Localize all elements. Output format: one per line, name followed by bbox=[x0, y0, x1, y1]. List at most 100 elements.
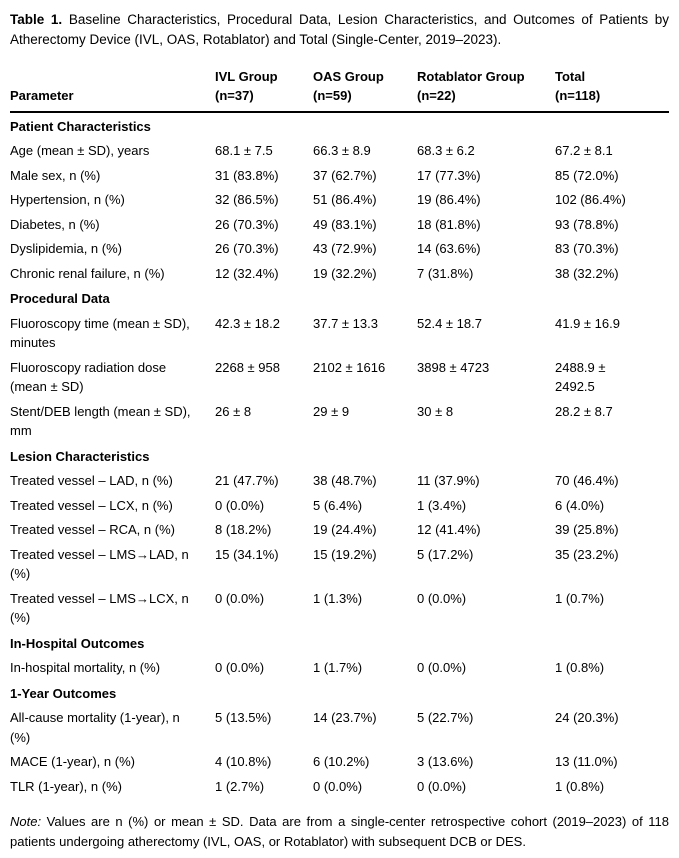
value-cell: 26 (70.3%) bbox=[215, 241, 279, 257]
value-cell: 0 (0.0%) bbox=[215, 590, 265, 606]
value-cell: 0 (0.0%) bbox=[417, 660, 467, 676]
value-cell: 1 (1.7%) bbox=[313, 660, 363, 676]
param-cell: Age (mean ± SD), years bbox=[10, 143, 150, 159]
column-header-ivl: IVL Group (n=37) bbox=[215, 61, 313, 113]
param-cell: Treated vessel – LAD, n (%) bbox=[10, 473, 173, 489]
column-header-n: (n=59) bbox=[313, 87, 352, 103]
column-header-name: IVL Group bbox=[215, 68, 278, 84]
value-cell: 19 (32.2%) bbox=[313, 265, 377, 281]
value-cell: 1 (1.3%) bbox=[313, 590, 363, 606]
table-row: Hypertension, n (%) 32 (86.5%) 51 (86.4%) 1… bbox=[10, 187, 669, 212]
param-cell: Chronic renal failure, n (%) bbox=[10, 265, 165, 281]
value-cell: 5 (6.4%) bbox=[313, 497, 363, 513]
value-cell: 29 ± 9 bbox=[313, 403, 350, 419]
section-header: In-Hospital Outcomes bbox=[10, 635, 145, 651]
value-cell: 52.4 ± 18.7 bbox=[417, 315, 482, 331]
value-cell: 12 (41.4%) bbox=[417, 522, 481, 538]
note-label: Note: bbox=[10, 814, 42, 830]
param-cell: Fluoroscopy radiation dose (mean ± SD) bbox=[10, 359, 167, 395]
caption-label: Table 1. bbox=[10, 12, 63, 27]
param-cell: Diabetes, n (%) bbox=[10, 216, 100, 232]
value-cell: 1 (2.7%) bbox=[215, 778, 265, 794]
data-table: Parameter IVL Group (n=37) OAS Group (n=… bbox=[10, 61, 669, 799]
value-cell: 5 (22.7%) bbox=[417, 710, 474, 726]
value-cell: 2102 ± 1616 bbox=[313, 359, 386, 375]
value-cell: 30 ± 8 bbox=[417, 403, 454, 419]
value-cell: 42.3 ± 18.2 bbox=[215, 315, 280, 331]
value-cell: 0 (0.0%) bbox=[215, 497, 265, 513]
value-cell: 14 (23.7%) bbox=[313, 710, 377, 726]
table-row: Fluoroscopy time (mean ± SD), minutes 42.… bbox=[10, 311, 669, 355]
value-cell: 17 (77.3%) bbox=[417, 167, 481, 183]
section-header: Procedural Data bbox=[10, 291, 110, 307]
column-header-n: (n=118) bbox=[555, 87, 601, 103]
table-row: MACE (1-year), n (%) 4 (10.8%) 6 (10.2%) 3 … bbox=[10, 749, 669, 774]
param-cell: Stent/DEB length (mean ± SD), mm bbox=[10, 403, 191, 439]
value-cell: 14 (63.6%) bbox=[417, 241, 481, 257]
table-row: Age (mean ± SD), years 68.1 ± 7.5 66.3 ± 8… bbox=[10, 138, 669, 163]
column-header-name: OAS Group bbox=[313, 68, 384, 84]
value-cell: 37 (62.7%) bbox=[313, 167, 377, 183]
table-row: Stent/DEB length (mean ± SD), mm 26 ± 8 29… bbox=[10, 399, 669, 443]
param-cell: In-hospital mortality, n (%) bbox=[10, 660, 161, 676]
value-cell: 7 (31.8%) bbox=[417, 265, 474, 281]
value-cell: 1 (0.7%) bbox=[555, 590, 605, 606]
value-cell: 1 (3.4%) bbox=[417, 497, 467, 513]
section-header: Patient Characteristics bbox=[10, 118, 151, 134]
value-cell: 70 (46.4%) bbox=[555, 473, 619, 489]
param-cell: Hypertension, n (%) bbox=[10, 192, 125, 208]
value-cell: 15 (34.1%) bbox=[215, 546, 279, 562]
value-cell: 37.7 ± 13.3 bbox=[313, 315, 378, 331]
table-row: In-hospital mortality, n (%) 0 (0.0%) 1 (1… bbox=[10, 655, 669, 680]
section-row: Procedural Data bbox=[10, 285, 669, 311]
value-cell: 38 (32.2%) bbox=[555, 265, 619, 281]
table-row: TLR (1-year), n (%) 1 (2.7%) 0 (0.0%) 0 (0.… bbox=[10, 774, 669, 799]
value-cell: 19 (86.4%) bbox=[417, 192, 481, 208]
value-cell: 0 (0.0%) bbox=[417, 590, 467, 606]
table-body: Patient Characteristics Age (mean ± SD), … bbox=[10, 112, 669, 799]
table-row: Dyslipidemia, n (%) 26 (70.3%) 43 (72.9%) 1… bbox=[10, 236, 669, 261]
section-header: 1-Year Outcomes bbox=[10, 685, 117, 701]
column-header-total: Total (n=118) bbox=[555, 61, 669, 113]
value-cell: 4 (10.8%) bbox=[215, 754, 272, 770]
column-header-oas: OAS Group (n=59) bbox=[313, 61, 417, 113]
column-header-name: Rotablator Group bbox=[417, 68, 525, 84]
value-cell: 3 (13.6%) bbox=[417, 754, 474, 770]
table-row: Fluoroscopy radiation dose (mean ± SD) 22… bbox=[10, 355, 669, 399]
column-header-rotablator: Rotablator Group (n=22) bbox=[417, 61, 555, 113]
value-cell: 18 (81.8%) bbox=[417, 216, 481, 232]
value-cell: 85 (72.0%) bbox=[555, 167, 619, 183]
value-cell: 0 (0.0%) bbox=[215, 660, 265, 676]
param-cell: Male sex, n (%) bbox=[10, 167, 101, 183]
param-cell: Treated vessel – LMS→LCX, n (%) bbox=[10, 590, 189, 626]
table-row: Treated vessel – LCX, n (%) 0 (0.0%) 5 (6.… bbox=[10, 493, 669, 518]
section-header: Lesion Characteristics bbox=[10, 448, 150, 464]
value-cell: 66.3 ± 8.9 bbox=[313, 143, 371, 159]
value-cell: 8 (18.2%) bbox=[215, 522, 272, 538]
column-header-n: (n=22) bbox=[417, 87, 456, 103]
table-row: Treated vessel – RCA, n (%) 8 (18.2%) 19 (… bbox=[10, 517, 669, 542]
param-cell: TLR (1-year), n (%) bbox=[10, 778, 122, 794]
value-cell: 41.9 ± 16.9 bbox=[555, 315, 620, 331]
value-cell: 51 (86.4%) bbox=[313, 192, 377, 208]
param-cell: All-cause mortality (1-year), n (%) bbox=[10, 710, 180, 745]
value-cell: 1 (0.8%) bbox=[555, 660, 605, 676]
table-row: All-cause mortality (1-year), n (%) 5 (13… bbox=[10, 705, 669, 749]
param-cell: Treated vessel – LCX, n (%) bbox=[10, 497, 173, 513]
value-cell: 19 (24.4%) bbox=[313, 522, 377, 538]
note-text: Values are n (%) or mean ± SD. Data are … bbox=[10, 814, 669, 850]
value-cell: 31 (83.8%) bbox=[215, 167, 279, 183]
value-cell: 3898 ± 4723 bbox=[417, 359, 490, 375]
value-cell: 0 (0.0%) bbox=[417, 778, 467, 794]
param-cell: Treated vessel – RCA, n (%) bbox=[10, 522, 175, 538]
value-cell: 83 (70.3%) bbox=[555, 241, 619, 257]
value-cell: 0 (0.0%) bbox=[313, 778, 363, 794]
value-cell: 67.2 ± 8.1 bbox=[555, 143, 613, 159]
value-cell: 5 (17.2%) bbox=[417, 546, 474, 562]
section-row: In-Hospital Outcomes bbox=[10, 630, 669, 656]
value-cell: 38 (48.7%) bbox=[313, 473, 377, 489]
table-row: Treated vessel – LMS→LAD, n (%) 15 (34.1%… bbox=[10, 542, 669, 586]
table-row: Male sex, n (%) 31 (83.8%) 37 (62.7%) 17 (7… bbox=[10, 163, 669, 188]
value-cell: 39 (25.8%) bbox=[555, 522, 619, 538]
param-cell: Dyslipidemia, n (%) bbox=[10, 241, 122, 257]
